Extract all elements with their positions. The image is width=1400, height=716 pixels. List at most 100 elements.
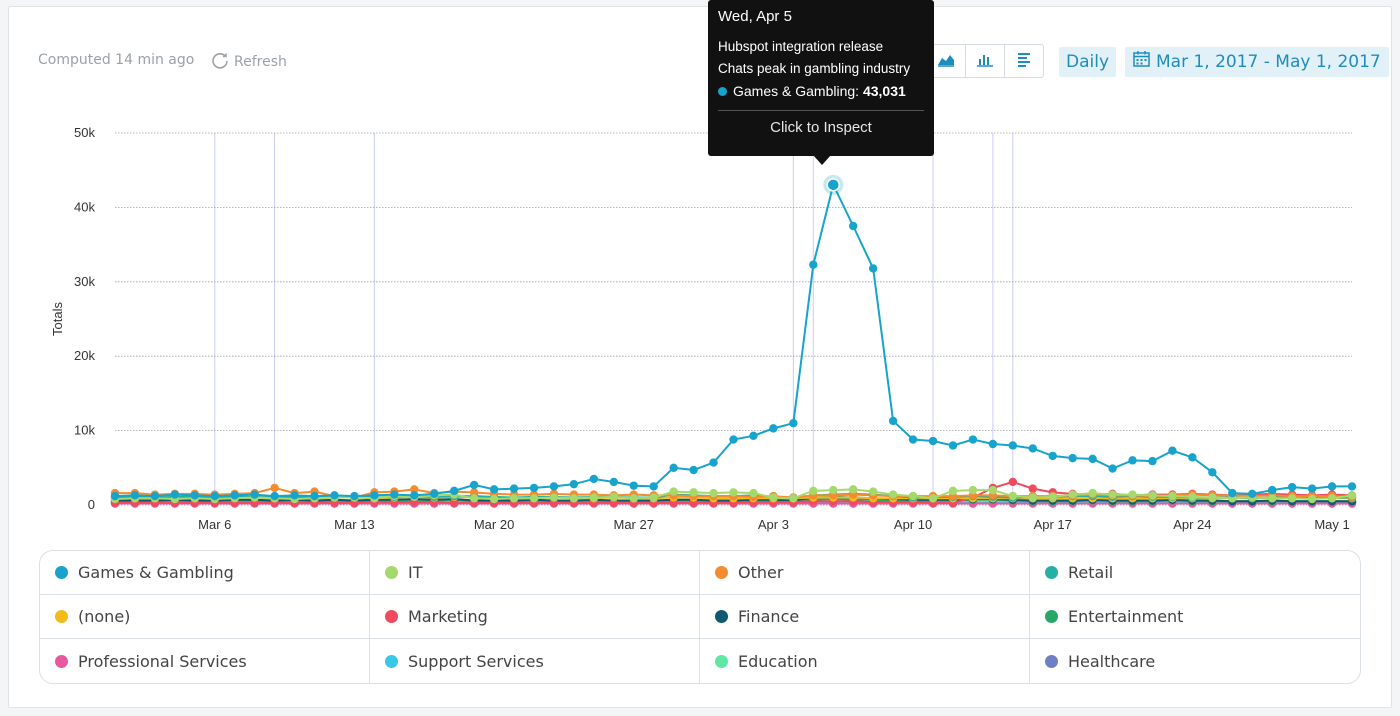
data-point (769, 493, 778, 502)
data-point (849, 221, 858, 231)
data-point (1048, 492, 1057, 502)
inspect-link[interactable]: Click to Inspect (770, 119, 872, 136)
data-point (1208, 493, 1217, 502)
tooltip-series-value: 43,031 (862, 83, 906, 99)
data-point (669, 463, 678, 472)
chart-tooltip: Wed, Apr 5 Hubspot integration release C… (708, 0, 934, 156)
data-point (809, 486, 818, 496)
legend-item[interactable]: Retail (1030, 551, 1360, 595)
data-point (1287, 494, 1297, 503)
data-point (449, 498, 459, 507)
data-point (1008, 441, 1018, 450)
data-point (130, 491, 140, 500)
data-point (469, 494, 479, 503)
data-point (709, 488, 718, 498)
legend-swatch (715, 654, 728, 668)
data-point (529, 494, 539, 503)
date-range-label: Mar 1, 2017 - May 1, 2017 (1156, 52, 1381, 72)
legend-item[interactable]: (none) (40, 595, 370, 639)
data-point (928, 436, 938, 446)
legend-item[interactable]: Education (700, 639, 1030, 683)
data-point (1168, 491, 1177, 501)
data-point (1327, 494, 1337, 503)
refresh-button[interactable]: Refresh (210, 50, 287, 74)
legend-item[interactable]: Healthcare (1030, 639, 1360, 683)
date-range-picker[interactable]: Mar 1, 2017 - May 1, 2017 (1125, 47, 1389, 77)
data-point (569, 494, 579, 503)
data-point (948, 486, 958, 496)
data-point (1267, 494, 1277, 503)
data-point (729, 488, 738, 497)
legend-item[interactable]: Entertainment (1030, 595, 1360, 639)
legend-item[interactable]: Finance (700, 595, 1030, 639)
legend-item[interactable]: Marketing (370, 595, 700, 639)
tooltip-series-row: Games & Gambling: 43,031 (718, 83, 924, 99)
legend-label: Entertainment (1068, 607, 1184, 626)
data-point (290, 491, 299, 500)
data-point (988, 485, 998, 495)
legend-item[interactable]: Professional Services (40, 639, 370, 683)
legend-swatch (55, 610, 68, 623)
bar-chart-button[interactable] (965, 45, 1004, 77)
legend-item[interactable]: Support Services (370, 639, 700, 683)
data-point (649, 482, 658, 491)
legend-swatch (715, 610, 728, 623)
data-point (589, 493, 599, 502)
legend-item[interactable]: Games & Gambling (40, 551, 370, 595)
legend-label: Support Services (408, 651, 544, 671)
data-point (489, 485, 499, 494)
legend-label: Education (738, 651, 818, 671)
data-point (250, 490, 259, 499)
legend-swatch (1045, 610, 1058, 623)
data-point (1168, 446, 1177, 455)
x-tick-label: Apr 3 (758, 517, 789, 532)
data-point (1307, 494, 1317, 504)
data-point (449, 486, 459, 496)
legend-item[interactable]: IT (370, 551, 700, 595)
horizontal-bar-button[interactable] (1004, 45, 1043, 77)
data-point (370, 491, 379, 500)
data-point (1148, 456, 1157, 466)
data-point (410, 491, 419, 500)
y-tick-label: 0 (88, 497, 95, 512)
data-point (509, 484, 519, 493)
data-point (769, 424, 778, 433)
data-point (1327, 482, 1337, 491)
data-point (569, 479, 579, 489)
legend-label: Marketing (408, 607, 488, 626)
x-tick-label: Apr 17 (1034, 517, 1072, 532)
legend-label: Retail (1068, 563, 1114, 582)
data-point (529, 483, 539, 493)
data-point (1028, 444, 1037, 453)
legend-swatch (55, 566, 68, 579)
data-point (1208, 468, 1217, 477)
y-axis-label: Totals (50, 302, 65, 336)
legend-label: Other (738, 563, 784, 582)
x-tick-label: Apr 24 (1173, 517, 1211, 532)
tooltip-series-dot (718, 86, 727, 96)
data-point (1228, 488, 1237, 498)
granularity-dropdown[interactable]: Daily (1059, 47, 1117, 77)
horizontal-bar-icon (1015, 51, 1033, 72)
legend-item[interactable]: Other (700, 551, 1030, 595)
data-point (1068, 490, 1077, 499)
legend-label: Finance (738, 607, 800, 626)
data-point (609, 477, 618, 487)
data-point (1088, 454, 1097, 464)
data-point (888, 416, 898, 426)
legend-swatch (385, 610, 398, 623)
legend-swatch (385, 654, 398, 668)
data-point (410, 485, 419, 494)
data-point (1248, 489, 1257, 499)
data-point (829, 485, 838, 495)
data-point (1307, 484, 1317, 493)
data-point (509, 494, 519, 503)
data-point (729, 435, 738, 444)
legend-swatch (1045, 654, 1058, 668)
area-chart-button[interactable] (927, 45, 965, 77)
data-point (849, 485, 858, 494)
line-chart: 0 10k 20k 30k 40k 50k Mar 6 Mar 13 Mar 20 Mar 27 A… (50, 125, 1357, 532)
data-point (1128, 490, 1137, 499)
data-point (1028, 484, 1037, 493)
highlighted-point (826, 178, 841, 192)
